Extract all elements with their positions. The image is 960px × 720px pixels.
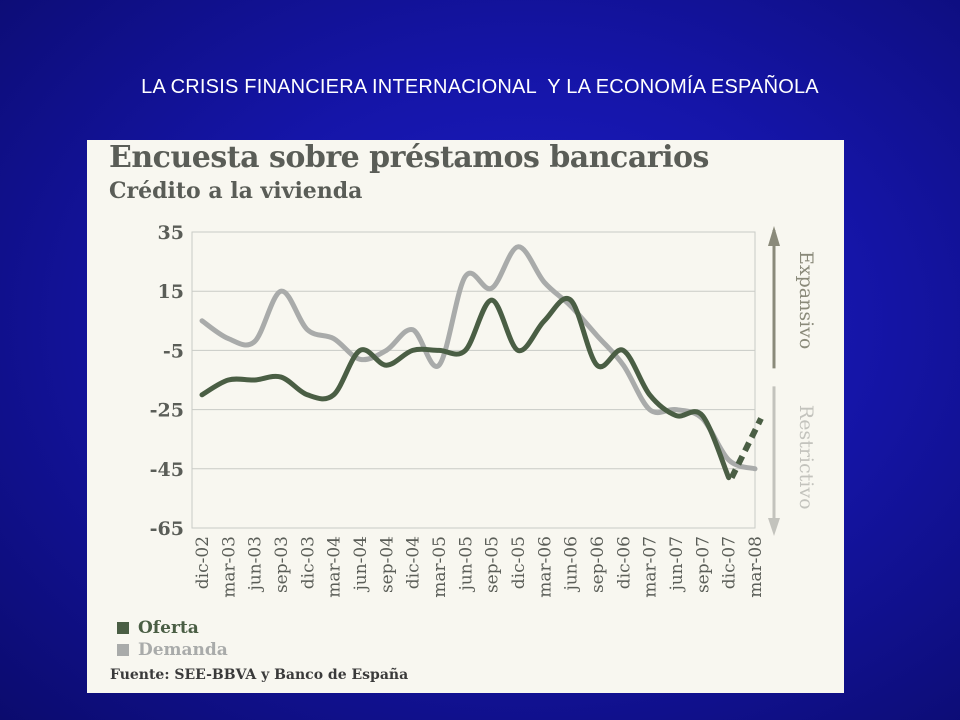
side-label-restrictivo: Restrictivo (795, 405, 817, 510)
x-tick-label: sep-06 (588, 536, 608, 593)
chart-source: Fuente: SEE-BBVA y Banco de España (110, 667, 409, 683)
line-chart: 35 15 -5 -25 -45 -65 dic-02 mar-03 jun-03 sep-03… (150, 222, 817, 598)
y-tick-labels: 35 15 -5 -25 -45 -65 (150, 222, 184, 540)
x-tick-label: sep-07 (693, 536, 713, 593)
x-tick-labels: dic-02 mar-03 jun-03 sep-03 dic-03 mar-04 jun-… (193, 536, 766, 598)
x-tick-label: dic-03 (298, 536, 318, 589)
x-tick-label: dic-02 (193, 536, 213, 589)
legend-swatch-oferta (117, 622, 129, 634)
x-tick-label: mar-03 (219, 536, 239, 598)
y-tick-label: 15 (158, 281, 184, 303)
x-tick-label: jun-05 (456, 536, 476, 593)
direction-arrows: Expansivo Restrictivo (768, 226, 817, 536)
y-tick-label: 35 (158, 222, 184, 244)
x-tick-label: mar-05 (430, 536, 450, 598)
x-tick-label: mar-06 (535, 536, 555, 598)
y-tick-label: -5 (163, 340, 184, 362)
series-line-oferta (199, 296, 732, 481)
x-tick-label: dic-06 (614, 536, 634, 589)
expansivo-arrowhead (768, 226, 780, 246)
x-tick-label: dic-04 (404, 536, 424, 589)
x-tick-label: jun-04 (351, 536, 371, 593)
chart-subtitle: Crédito a la vivienda (109, 178, 363, 204)
restrictivo-arrowhead (768, 518, 780, 536)
side-label-expansivo: Expansivo (795, 251, 817, 349)
x-tick-label: dic-07 (720, 536, 740, 589)
series-layer (199, 244, 764, 481)
legend-label-oferta: Oferta (138, 618, 199, 638)
legend-swatch-demanda (117, 644, 129, 656)
x-tick-label: sep-05 (483, 536, 503, 593)
x-tick-label: jun-03 (246, 536, 266, 593)
y-tick-label: -25 (150, 400, 184, 422)
x-tick-label: sep-04 (377, 536, 397, 593)
legend-label-demanda: Demanda (138, 640, 228, 660)
series-line-demanda (199, 244, 758, 472)
x-tick-label: jun-07 (667, 536, 687, 593)
series-line-oferta-forecast (728, 417, 764, 480)
chart-panel: Encuesta sobre préstamos bancarios Crédi… (87, 140, 844, 693)
x-tick-label: sep-03 (272, 536, 292, 593)
legend-item-demanda: Demanda (117, 640, 228, 660)
legend-item-oferta: Oferta (117, 618, 199, 638)
y-tick-label: -65 (150, 518, 184, 540)
y-tick-label: -45 (150, 459, 184, 481)
x-tick-label: mar-08 (746, 536, 766, 598)
slide-title: LA CRISIS FINANCIERA INTERNACIONAL Y LA … (141, 76, 819, 98)
x-tick-label: mar-07 (641, 536, 661, 598)
chart-title: Encuesta sobre préstamos bancarios (109, 140, 709, 175)
x-tick-label: dic-05 (509, 536, 529, 589)
x-tick-label: mar-04 (325, 536, 345, 598)
x-tick-label: jun-06 (562, 536, 582, 593)
